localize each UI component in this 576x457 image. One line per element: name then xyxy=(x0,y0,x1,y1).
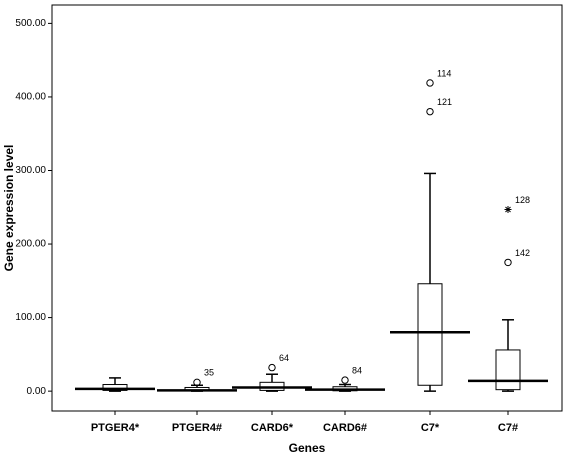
box xyxy=(417,283,443,386)
box xyxy=(495,349,521,391)
x-tick-label: PTGER4* xyxy=(91,422,140,434)
x-tick-label: C7* xyxy=(421,422,440,434)
case-label: 128 xyxy=(515,195,530,205)
case-label: 35 xyxy=(204,368,214,378)
outlier xyxy=(504,258,512,267)
outlier xyxy=(193,378,201,387)
outlier xyxy=(268,363,276,372)
extreme-marker xyxy=(504,205,512,213)
y-axis-title: Gene expression level xyxy=(2,145,16,272)
y-tick-label: 300.00 xyxy=(15,165,46,176)
x-axis-title: Genes xyxy=(289,441,326,455)
outlier xyxy=(426,79,434,87)
x-tick-label: CARD6* xyxy=(251,422,294,434)
case-label: 114 xyxy=(437,68,451,78)
y-tick-label: 200.00 xyxy=(15,239,46,250)
x-tick-label: CARD6# xyxy=(323,422,367,434)
y-tick-label: 100.00 xyxy=(15,312,46,323)
outlier xyxy=(341,376,349,384)
y-tick-label: 0.00 xyxy=(27,386,47,397)
plot-frame xyxy=(51,4,563,412)
y-tick-label: 500.00 xyxy=(15,18,46,29)
x-tick-label: PTGER4# xyxy=(172,422,222,434)
case-label: 64 xyxy=(279,353,289,363)
x-tick-label: C7# xyxy=(498,422,518,434)
case-label: 121 xyxy=(437,97,452,107)
case-label: 142 xyxy=(515,248,530,258)
case-label: 84 xyxy=(352,365,362,375)
y-tick-label: 400.00 xyxy=(15,92,46,103)
outlier xyxy=(426,107,434,116)
box xyxy=(102,384,128,391)
